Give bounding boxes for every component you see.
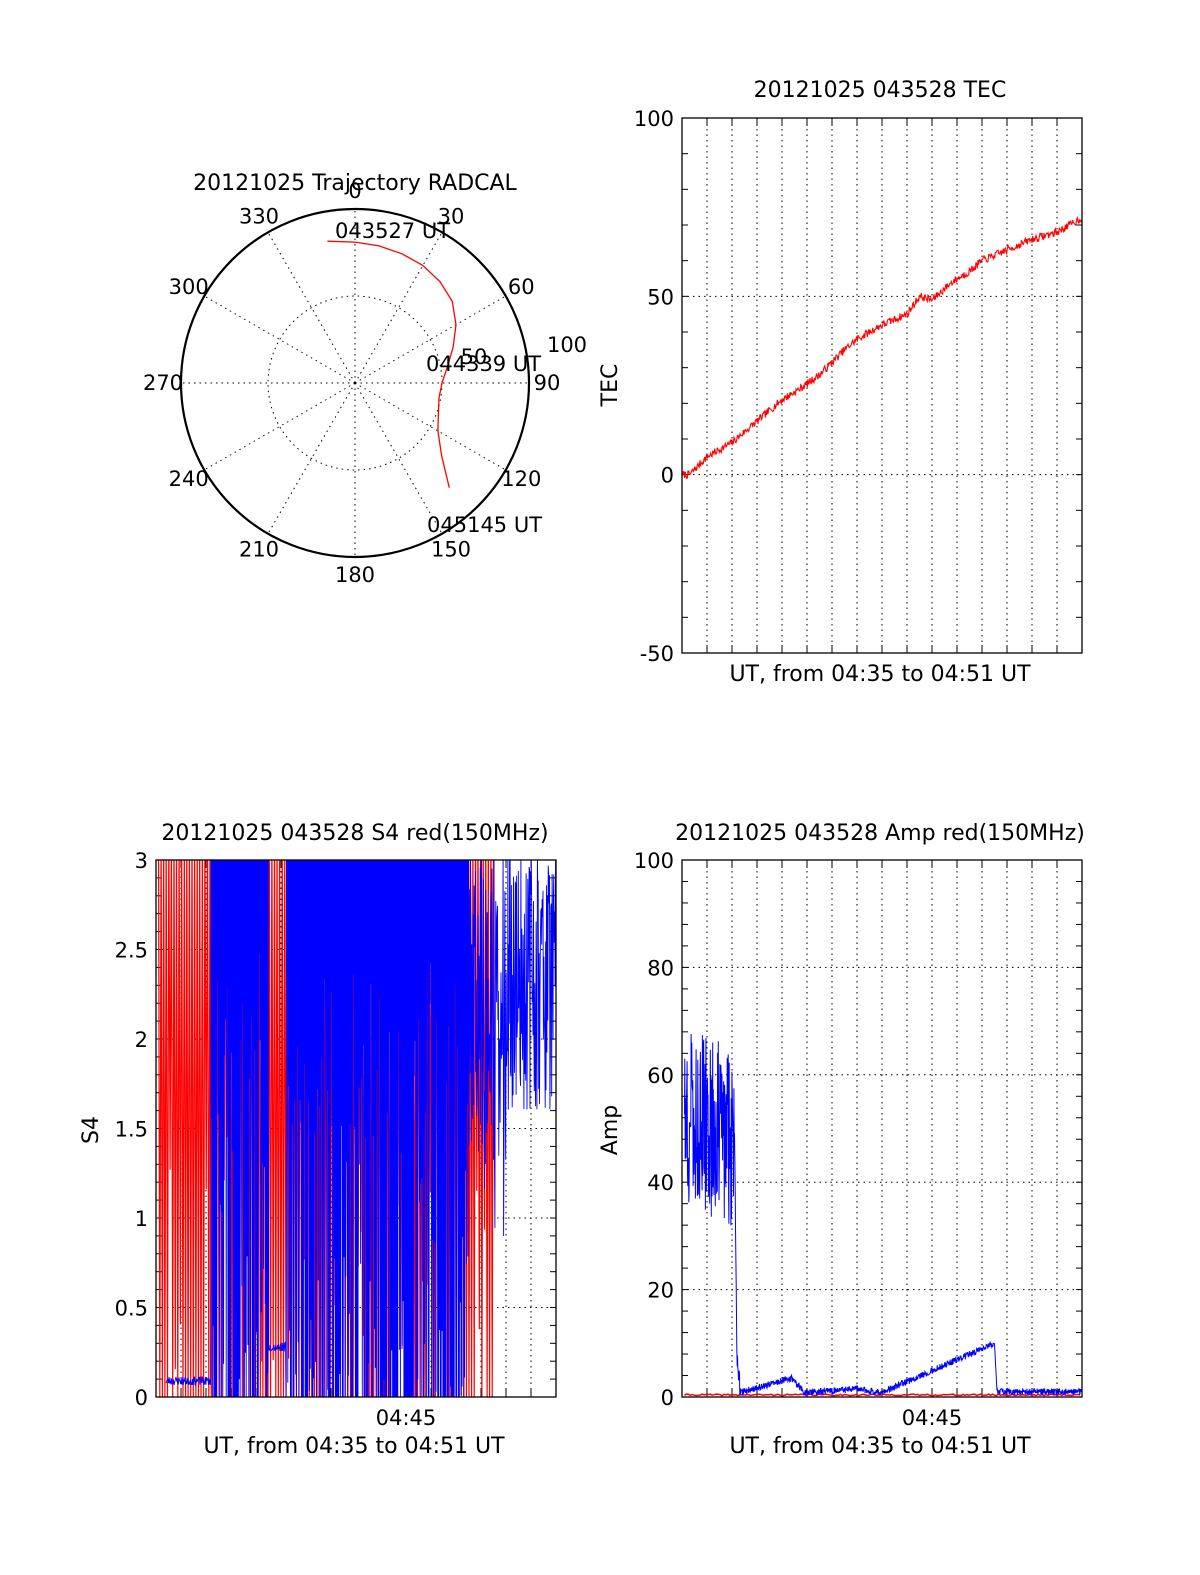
amp-panel: 20121025 043528 Amp red(150MHz) 0 20 40 60 8…	[598, 821, 1085, 1459]
s4-plot-frame	[155, 859, 557, 1398]
amp-y-tick-label: 0	[661, 1386, 674, 1410]
polar-spoke-150	[354, 382, 443, 534]
s4-line-blue	[165, 860, 556, 1397]
amp-x-axis-label: UT, from 04:35 to 04:51 UT	[729, 1434, 1031, 1459]
amp-y-tick-label: 40	[647, 1171, 674, 1195]
amp-y-tick-label: 100	[634, 849, 674, 873]
tec-y-tick-label: 100	[634, 107, 674, 131]
amp-y-tick-label: 80	[647, 956, 674, 980]
polar-angle-label-60: 60	[508, 275, 535, 299]
s4-y-axis-label: S4	[79, 1116, 104, 1144]
polar-spoke-300	[204, 295, 356, 384]
polar-angle-label-90: 90	[534, 371, 561, 395]
s4-y-tick-label: 1.5	[115, 1118, 148, 1142]
polar-radius-label-100: 100	[547, 333, 587, 357]
polar-grid	[181, 209, 529, 557]
polar-angle-label-0: 0	[348, 179, 361, 203]
polar-angle-label-180: 180	[335, 563, 375, 587]
polar-outer-circle	[179, 207, 531, 559]
polar-angle-labels: 0 30 60 90 120 150 180 210 240 270 300 330	[143, 179, 560, 587]
polar-spoke-240	[204, 382, 356, 471]
amp-y-tick-label: 60	[647, 1064, 674, 1088]
polar-angle-label-120: 120	[501, 467, 541, 491]
polar-angle-label-270: 270	[143, 371, 183, 395]
amp-x-tick-label: 04:45	[902, 1406, 963, 1430]
tec-y-ticks: -50 0 50 100	[634, 107, 674, 666]
polar-spoke-120	[354, 382, 506, 471]
polar-angle-label-210: 210	[239, 537, 279, 561]
s4-panel: 20121025 043528 S4 red(150MHz) 0 0.5 1 1.5 2…	[79, 821, 557, 1459]
amp-y-ticks: 0 20 40 60 80 100	[634, 849, 674, 1410]
amp-line-red	[684, 1393, 1080, 1397]
s4-x-axis-label: UT, from 04:35 to 04:51 UT	[203, 1434, 505, 1459]
trajectory-end-label: 045145 UT	[427, 513, 542, 537]
tec-y-tick-label: 50	[647, 285, 674, 309]
s4-series	[157, 860, 556, 1397]
tec-title: 20121025 043528 TEC	[754, 78, 1007, 103]
polar-angle-label-150: 150	[431, 537, 471, 561]
trajectory-panel: 20121025 Trajectory RADCAL 0 30 60 90 120 150…	[143, 171, 587, 587]
s4-y-tick-label: 2.5	[115, 939, 148, 963]
tec-y-tick-label: 0	[661, 464, 674, 488]
polar-angle-label-30: 30	[438, 205, 465, 229]
tec-line-red	[681, 215, 1083, 479]
tec-plot-frame	[681, 117, 1083, 654]
tec-y-tick-label: -50	[640, 642, 674, 666]
s4-y-tick-label: 2	[135, 1028, 148, 1052]
tec-y-axis-label: TEC	[598, 364, 623, 408]
s4-y-tick-label: 0.5	[115, 1297, 148, 1321]
amp-grid	[682, 859, 1082, 1398]
polar-radius-label-50: 50	[461, 345, 488, 369]
tec-grid	[682, 117, 1082, 654]
trajectory-start-label: 043527 UT	[335, 219, 450, 243]
amp-line-blue	[684, 1033, 1083, 1397]
polar-angle-label-330: 330	[239, 205, 279, 229]
amp-title: 20121025 043528 Amp red(150MHz)	[675, 821, 1085, 846]
amp-y-axis-label: Amp	[598, 1105, 623, 1155]
tec-series	[681, 215, 1083, 479]
s4-y-ticks: 0 0.5 1 1.5 2 2.5 3	[115, 849, 148, 1410]
amp-series	[684, 1033, 1083, 1397]
polar-angle-label-300: 300	[169, 275, 209, 299]
s4-y-tick-label: 0	[135, 1386, 148, 1410]
trajectory-track	[327, 240, 457, 488]
amp-y-tick-label: 20	[647, 1279, 674, 1303]
amp-plot-frame	[681, 859, 1083, 1398]
s4-title: 20121025 043528 S4 red(150MHz)	[161, 821, 548, 846]
trajectory-mid-label: 044339 UT	[426, 352, 541, 376]
tec-panel: 20121025 043528 TEC -50 0 50 100 TEC UT, fr…	[598, 78, 1083, 687]
s4-y-tick-label: 1	[135, 1207, 148, 1231]
s4-y-tick-label: 3	[135, 849, 148, 873]
tec-x-axis-label: UT, from 04:35 to 04:51 UT	[729, 662, 1031, 687]
s4-x-tick-label: 04:45	[376, 1406, 437, 1430]
polar-angle-label-240: 240	[169, 467, 209, 491]
trajectory-title: 20121025 Trajectory RADCAL	[193, 171, 517, 196]
